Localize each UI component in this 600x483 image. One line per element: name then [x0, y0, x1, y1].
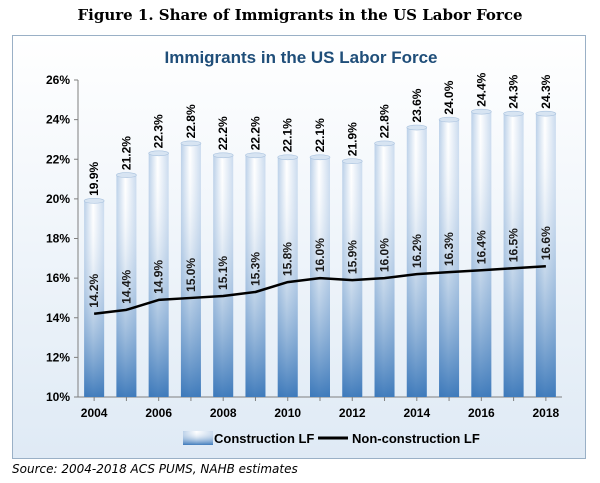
bar-shade: [535, 113, 556, 398]
bar-data-label: 23.6%: [410, 88, 424, 122]
bar-top: [212, 152, 234, 159]
bar-top: [503, 110, 524, 117]
legend-label-construction: Construction LF: [214, 431, 314, 446]
bars: 19.9% 21.2% 22.3% 22.8% 22.2% 22.2% 22.1% 22.1%…: [83, 72, 557, 398]
axes: 10% 12% 14% 16% 18% 20% 22% 24% 26% 2004 2006 2008 2…: [46, 73, 562, 420]
bar-data-label: 22.2%: [216, 116, 230, 150]
bar-top: [83, 198, 105, 204]
bar-shade: [277, 157, 298, 397]
bar-shade: [213, 155, 234, 397]
line-data-label: 15.3%: [248, 252, 262, 286]
bar-shade: [180, 143, 201, 397]
bar-top: [245, 152, 266, 159]
bar-shade: [406, 127, 427, 398]
legend-swatch-construction-shade: [183, 431, 213, 445]
source-note: Source: 2004-2018 ACS PUMS, NAHB estimat…: [12, 462, 298, 476]
bar-shade: [439, 119, 460, 397]
bar-top: [309, 154, 331, 161]
bar-shade: [374, 143, 395, 397]
bar-shade: [503, 113, 524, 398]
bar-data-label: 24.3%: [539, 74, 553, 108]
bar-data-label: 22.3%: [152, 114, 166, 148]
bar-data-label: 19.9%: [87, 162, 101, 196]
x-tick-label: 2004: [81, 406, 108, 420]
bar-shade: [84, 200, 105, 397]
bar-data-label: 21.9%: [345, 122, 359, 156]
y-tick-label: 10%: [46, 390, 70, 404]
bar-shade: [116, 175, 137, 397]
bar-top: [374, 140, 395, 147]
line-data-label: 16.3%: [442, 232, 456, 266]
x-tick-label: 2012: [339, 406, 366, 420]
y-tick-label: 18%: [46, 232, 70, 246]
line-data-label: 16.4%: [474, 230, 488, 264]
line-data-label: 16.6%: [539, 226, 553, 260]
line-data-label: 15.8%: [281, 242, 295, 276]
y-tick-label: 12%: [46, 350, 70, 364]
bar-data-label: 22.8%: [184, 104, 198, 138]
chart-title: Immigrants in the US Labor Force: [165, 48, 438, 67]
bar-top: [180, 140, 202, 147]
bar-top: [341, 158, 363, 165]
bar-top: [471, 108, 492, 115]
line-data-label: 15.0%: [184, 258, 198, 292]
bar-shade: [471, 111, 492, 397]
bar-top: [438, 116, 460, 123]
y-tick-label: 14%: [46, 311, 70, 325]
x-tick-label: 2014: [403, 406, 430, 420]
bar-data-label: 21.2%: [119, 136, 133, 170]
x-tick-label: 2008: [210, 406, 237, 420]
y-tick-label: 24%: [46, 113, 70, 127]
line-data-label: 14.2%: [87, 273, 101, 307]
line-data-label: 16.0%: [313, 238, 327, 272]
y-tick-label: 20%: [46, 192, 70, 206]
bar-data-label: 24.4%: [474, 72, 488, 106]
y-tick-label: 16%: [46, 271, 70, 285]
x-tick-label: 2016: [468, 406, 495, 420]
x-tick-label: 2010: [274, 406, 301, 420]
legend: Construction LF Non-construction LF: [183, 431, 480, 446]
bar-top: [148, 150, 169, 157]
bar-top: [277, 154, 299, 161]
legend-label-nonconstruction: Non-construction LF: [352, 431, 480, 446]
bar-top: [116, 172, 137, 178]
x-tick-label: 2018: [533, 406, 560, 420]
y-tick-label: 26%: [46, 73, 70, 87]
line-data-label: 16.5%: [507, 228, 521, 262]
nonconstruction-line: [93, 264, 546, 316]
line-data-label: 15.9%: [345, 240, 359, 274]
line-data-label: 14.4%: [119, 269, 133, 303]
bar-shade: [148, 153, 169, 397]
bar-data-label: 22.2%: [248, 116, 262, 150]
bar-top: [406, 124, 428, 131]
line-data-label: 16.0%: [378, 238, 392, 272]
bar-data-label: 24.0%: [442, 80, 456, 114]
bar-top: [535, 110, 557, 117]
bar-shade: [245, 155, 266, 397]
x-tick-label: 2006: [145, 406, 172, 420]
bar-data-label: 24.3%: [507, 74, 521, 108]
line-data-label: 14.9%: [152, 260, 166, 294]
line-series: 14.2% 14.4% 14.9% 15.0% 15.1% 15.3% 15.8% 16.0%…: [87, 226, 553, 316]
chart: Immigrants in the US Labor Force 10%12%1…: [46, 48, 562, 446]
line-data-label: 16.2%: [410, 234, 424, 268]
bar-data-label: 22.8%: [378, 104, 392, 138]
line-data-label: 15.1%: [216, 256, 230, 290]
bar-data-label: 22.1%: [313, 118, 327, 152]
y-tick-label: 22%: [46, 152, 70, 166]
figure-title: Figure 1. Share of Immigrants in the US …: [77, 6, 523, 24]
bar-data-label: 22.1%: [281, 118, 295, 152]
